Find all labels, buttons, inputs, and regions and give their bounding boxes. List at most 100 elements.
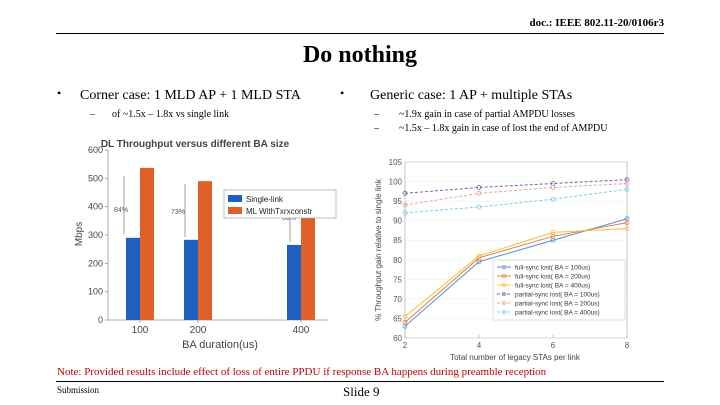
- y-tick-label: 100: [389, 178, 403, 187]
- submission-label: Submission: [57, 385, 100, 395]
- x-tick-label: 200: [190, 325, 207, 336]
- y-tick-label: 600: [88, 145, 103, 155]
- legend-box: [492, 259, 626, 321]
- y-tick-label: 60: [393, 334, 402, 343]
- y-tick-label: 400: [88, 202, 103, 212]
- legend-label: full-sync lost( BA = 200us): [515, 274, 590, 281]
- legend-label: full-sync lost( BA = 100us): [515, 265, 590, 272]
- bar-chart-bars: [126, 167, 315, 320]
- bar-chart-xlabel: BA duration(us): [182, 339, 258, 351]
- dash-icon: –: [90, 109, 95, 120]
- y-tick-label: 75: [393, 275, 402, 284]
- legend-ml: ML WithTxrxconstr: [246, 207, 313, 216]
- footnote: Note: Provided results include effect of…: [57, 366, 547, 378]
- y-tick-label: 80: [393, 256, 402, 265]
- x-tick-label: 4: [477, 341, 482, 350]
- line-chart-xlabel: Total number of legacy STAs per link: [450, 353, 581, 362]
- x-tick-label: 6: [551, 341, 556, 350]
- right-sub-1: ~1.9x gain in case of partial AMPDU loss…: [399, 109, 575, 120]
- bar-chart-xticks: 100 200 400: [132, 320, 310, 336]
- x-tick-label: 100: [132, 325, 149, 336]
- bar-chart-legend: Single-link ML WithTxrxconstr: [223, 189, 337, 219]
- x-tick-label: 2: [403, 341, 408, 350]
- y-tick-label: 500: [88, 173, 103, 183]
- annotation-73: 73%: [171, 209, 185, 216]
- x-tick-label: 400: [293, 325, 310, 336]
- series-point-5: [476, 204, 482, 210]
- x-tick-label: 8: [625, 341, 630, 350]
- series-line-1: [404, 222, 628, 323]
- legend-label: partial-sync lost( BA = 100us): [515, 292, 600, 299]
- bar-single-link-200: [184, 239, 198, 320]
- line-chart-yticks: 60 65 70 75 80 85 90 95 100 105: [389, 158, 403, 343]
- series-line-5: [404, 188, 628, 214]
- bar-chart-yticks: 0 100 200 300 400 500 600: [88, 145, 108, 325]
- right-sub-2: ~1.5x – 1.8x gain in case of lost the en…: [399, 123, 608, 134]
- left-bullet: Corner case: 1 MLD AP + 1 MLD STA: [80, 88, 301, 103]
- annotation-56: 56%: [282, 215, 296, 222]
- series-point-4: [550, 185, 556, 190]
- bar-chart-ylabel: Mbps: [74, 222, 85, 246]
- series-point-4: [476, 190, 482, 196]
- y-tick-label: 70: [393, 295, 402, 304]
- slide-number: Slide 9: [343, 384, 380, 399]
- y-tick-label: 95: [393, 197, 402, 206]
- y-tick-label: 85: [393, 236, 402, 245]
- left-sub: of ~1.5x – 1.8x vs single link: [112, 109, 230, 120]
- series-point-1: [402, 319, 408, 325]
- bar-chart: DL Throughput versus different BA size 0…: [74, 139, 337, 351]
- y-tick-label: 300: [88, 230, 103, 240]
- line-chart-ylabel: % Throughput gain relative to single lin…: [374, 178, 383, 321]
- y-tick-label: 65: [393, 314, 402, 323]
- bar-ml-100: [140, 167, 154, 320]
- bar-single-link-400: [287, 244, 301, 320]
- dash-icon: –: [374, 123, 379, 134]
- series-point-5: [624, 186, 630, 192]
- footer-rule: [56, 381, 664, 382]
- legend-single-link: Single-link: [246, 195, 284, 204]
- series-point-2: [624, 226, 630, 231]
- bullet-dot-right: •: [340, 86, 345, 100]
- dash-icon: –: [374, 109, 379, 120]
- series-point-5: [402, 210, 408, 216]
- y-tick-label: 100: [88, 287, 103, 297]
- series-point-1: [624, 220, 630, 226]
- slide-title: Do nothing: [302, 42, 418, 68]
- y-tick-label: 90: [393, 217, 402, 226]
- bar-chart-title: DL Throughput versus different BA size: [101, 139, 290, 150]
- right-bullet: Generic case: 1 AP + multiple STAs: [370, 88, 573, 103]
- bullet-dot-left: •: [57, 86, 62, 100]
- y-tick-label: 200: [88, 258, 103, 268]
- y-tick-label: 105: [389, 158, 403, 167]
- legend-marker: [501, 264, 507, 270]
- bar-ml-200: [198, 181, 212, 320]
- series-point-5: [550, 196, 556, 202]
- legend-label: full-sync lost( BA = 400us): [515, 283, 590, 290]
- legend-marker: [501, 291, 507, 297]
- legend-marker: [501, 309, 507, 315]
- bar-single-link-100: [126, 237, 140, 320]
- series-line-2: [404, 227, 628, 317]
- series-point-2: [476, 253, 482, 259]
- series-point-2: [550, 230, 556, 235]
- series-point-4: [402, 202, 408, 208]
- annotation-84: 84%: [114, 207, 128, 214]
- legend-label: partial-sync lost( BA = 200us): [515, 301, 600, 308]
- series-point-3: [476, 185, 482, 190]
- series-point-2: [402, 314, 408, 319]
- header-rule: [56, 33, 664, 34]
- series-point-4: [624, 181, 630, 186]
- line-chart-legend: full-sync lost( BA = 100us) full-sync los…: [492, 259, 626, 321]
- doc-id: doc.: IEEE 802.11-20/0106r3: [529, 17, 664, 29]
- series-line-3: [404, 179, 628, 194]
- legend-marker: [501, 273, 507, 279]
- line-chart-xticks: 2 4 6 8: [403, 335, 630, 350]
- legend-marker: [501, 282, 507, 288]
- bar-ml-400: [301, 202, 315, 320]
- y-tick-label: 0: [98, 315, 103, 325]
- series-line-4: [404, 183, 628, 206]
- legend-label: partial-sync lost( BA = 400us): [515, 310, 600, 317]
- line-chart: 60 65 70 75 80 85 90 95 100 105 2 4 6 8 % Throughput…: [374, 158, 630, 362]
- series-point-3: [402, 190, 408, 196]
- legend-marker: [501, 300, 507, 306]
